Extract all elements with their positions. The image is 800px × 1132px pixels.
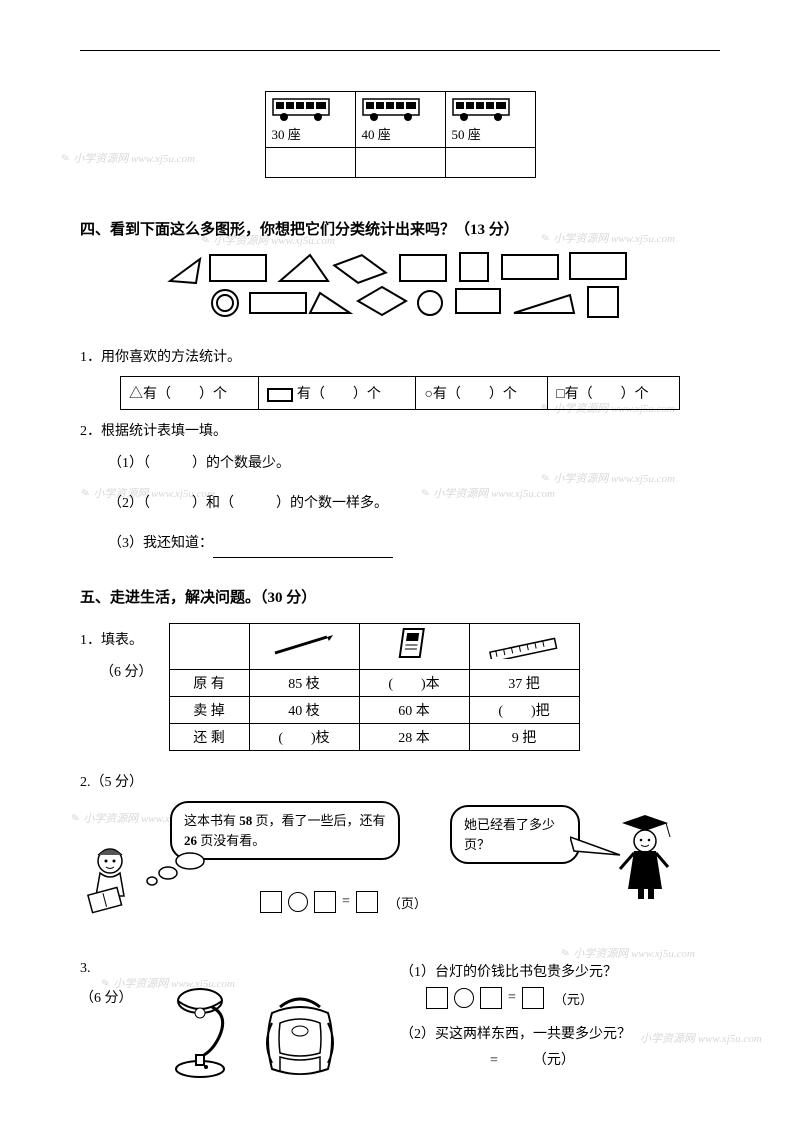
equation-row[interactable]: = （元） [400, 987, 720, 1009]
operator-circle[interactable] [288, 892, 308, 912]
cell-blank[interactable]: ( )把 [469, 697, 579, 724]
stat-circle[interactable]: ○有（ ）个 [416, 377, 548, 410]
cell-blank[interactable]: ( )本 [359, 670, 469, 697]
row-label: 原 有 [169, 670, 249, 697]
bus-blank[interactable] [355, 148, 445, 178]
backpack-icon [250, 983, 350, 1083]
bus-cell-40: 40 座 [355, 92, 445, 148]
bus-table: 30 座 40 座 50 座 [265, 91, 536, 178]
q5-3-label: 3. [80, 961, 140, 977]
speech-bubble-2: 她已经看了多少页？ [450, 805, 580, 864]
stat-triangle[interactable]: △有（ ）个 [121, 377, 259, 410]
cell-blank[interactable]: ( )枝 [249, 724, 359, 751]
equals-sign: = [508, 990, 516, 1006]
equals-sign: = [342, 894, 350, 910]
q5-2-label: 2.（5 分） [80, 771, 720, 791]
cell: 9 把 [469, 724, 579, 751]
table-row: 原 有 85 枝 ( )本 37 把 [169, 670, 579, 697]
unit-label: （元） [554, 989, 593, 1008]
bus-label: 50 座 [452, 127, 481, 142]
bus-cell-50: 50 座 [445, 92, 535, 148]
section4-q2-1[interactable]: （1）（ ）的个数最少。 [108, 450, 720, 478]
bus-blank[interactable] [445, 148, 535, 178]
section5-title: 五、走进生活，解决问题。（30 分） [80, 586, 720, 607]
bus-label: 40 座 [362, 127, 391, 142]
q5-3-items [160, 961, 380, 1083]
section4-title: 四、看到下面这么多图形，你想把它们分类统计出来吗？（13 分） [80, 218, 720, 239]
stat-rectangle[interactable]: 有（ ）个 [259, 377, 416, 410]
answer-box[interactable] [314, 891, 336, 913]
table-row: 卖 掉 40 枝 60 本 ( )把 [169, 697, 579, 724]
operator-circle[interactable] [454, 988, 474, 1008]
cell: 28 本 [359, 724, 469, 751]
bus-label: 30 座 [272, 127, 301, 142]
section4-q2-3[interactable]: （3）我还知道： [108, 530, 720, 558]
row-label: 卖 掉 [169, 697, 249, 724]
answer-box[interactable] [522, 987, 544, 1009]
bus-blank[interactable] [265, 148, 355, 178]
stat-square[interactable]: □有（ ）个 [548, 377, 680, 410]
q2-3-label: （3）我还知道： [108, 536, 213, 551]
bus-icon [362, 96, 422, 122]
ruler-icon [469, 624, 579, 670]
table-row: 还 剩 ( )枝 28 本 9 把 [169, 724, 579, 751]
cell: 60 本 [359, 697, 469, 724]
answer-box[interactable] [356, 891, 378, 913]
row-label: 还 剩 [169, 724, 249, 751]
bus-cell-30: 30 座 [265, 92, 355, 148]
q5-3-1-text: （1）台灯的价钱比书包贵多少元？ [400, 961, 720, 981]
q5-2-area: 这本书有 58 页，看了一些后，还有 26 页没有看。 她已经看了多少页？ = … [80, 801, 720, 941]
q5-3-pts: （6 分） [80, 987, 140, 1007]
answer-box[interactable] [480, 987, 502, 1009]
fill-blank-corner [169, 624, 249, 670]
watermark: ✎小学资源网 www.xj5u.com [60, 150, 195, 166]
shapes-figure [80, 251, 720, 326]
bus-icon [452, 96, 512, 122]
fill-table: 原 有 85 枝 ( )本 37 把 卖 掉 40 枝 60 本 ( )把 还 … [169, 623, 580, 751]
q5-1-left: 1．填表。 （6 分） [80, 619, 153, 699]
eq-text: = （元） [490, 1049, 575, 1069]
section4-q2: 2．根据统计表填一填。 [80, 420, 720, 440]
graduate-icon [610, 811, 680, 901]
pencil-icon [249, 624, 359, 670]
cell: 37 把 [469, 670, 579, 697]
equation-row-2[interactable]: = （元） [490, 1049, 720, 1069]
bus-icon [272, 96, 332, 122]
unit-label: （页） [388, 893, 427, 912]
stat-table: △有（ ）个 有（ ）个 ○有（ ）个 □有（ ）个 [120, 376, 680, 410]
equation-row[interactable]: = （页） [260, 891, 427, 913]
q5-3-2-text: （2）买这两样东西，一共要多少元？ [400, 1023, 720, 1043]
q5-1-label: 1．填表。 [80, 629, 153, 649]
answer-box[interactable] [260, 891, 282, 913]
cell: 40 枝 [249, 697, 359, 724]
section4-q1: 1．用你喜欢的方法统计。 [80, 346, 720, 366]
page-top-rule [80, 50, 720, 51]
answer-box[interactable] [426, 987, 448, 1009]
notebook-icon [359, 624, 469, 670]
section4-q2-2[interactable]: （2）（ ）和（ ）的个数一样多。 [108, 490, 720, 518]
thought-tail-icon [140, 851, 220, 891]
answer-line[interactable] [213, 544, 393, 558]
cell: 85 枝 [249, 670, 359, 697]
q5-3-left: 3. （6 分） [80, 961, 140, 1083]
lamp-icon [160, 983, 240, 1083]
watermark: ✎小学资源网 www.xj5u.com [560, 945, 695, 961]
q5-1-pts: （6 分） [100, 659, 153, 687]
stat-rect-label: 有（ ）个 [297, 387, 381, 402]
